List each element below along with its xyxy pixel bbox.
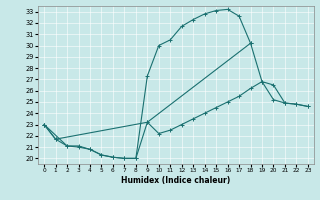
- X-axis label: Humidex (Indice chaleur): Humidex (Indice chaleur): [121, 176, 231, 185]
